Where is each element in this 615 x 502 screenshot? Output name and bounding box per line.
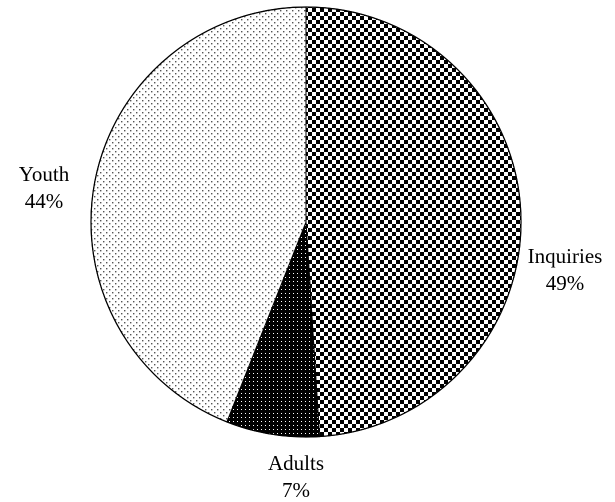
slice-value-youth: 44% [25, 189, 64, 213]
slice-label-adults: Adults [268, 451, 324, 475]
slice-label-inquiries: Inquiries [528, 244, 603, 268]
pie-slice-inquiries [305, 6, 522, 438]
slice-label-youth: Youth [19, 162, 70, 186]
slice-value-inquiries: 49% [546, 271, 585, 295]
pie-labels: Inquiries 49% Adults 7% Youth 44% [19, 162, 603, 502]
pie-slices [90, 6, 522, 438]
slice-value-adults: 7% [282, 478, 310, 502]
pie-outline [90, 6, 522, 438]
